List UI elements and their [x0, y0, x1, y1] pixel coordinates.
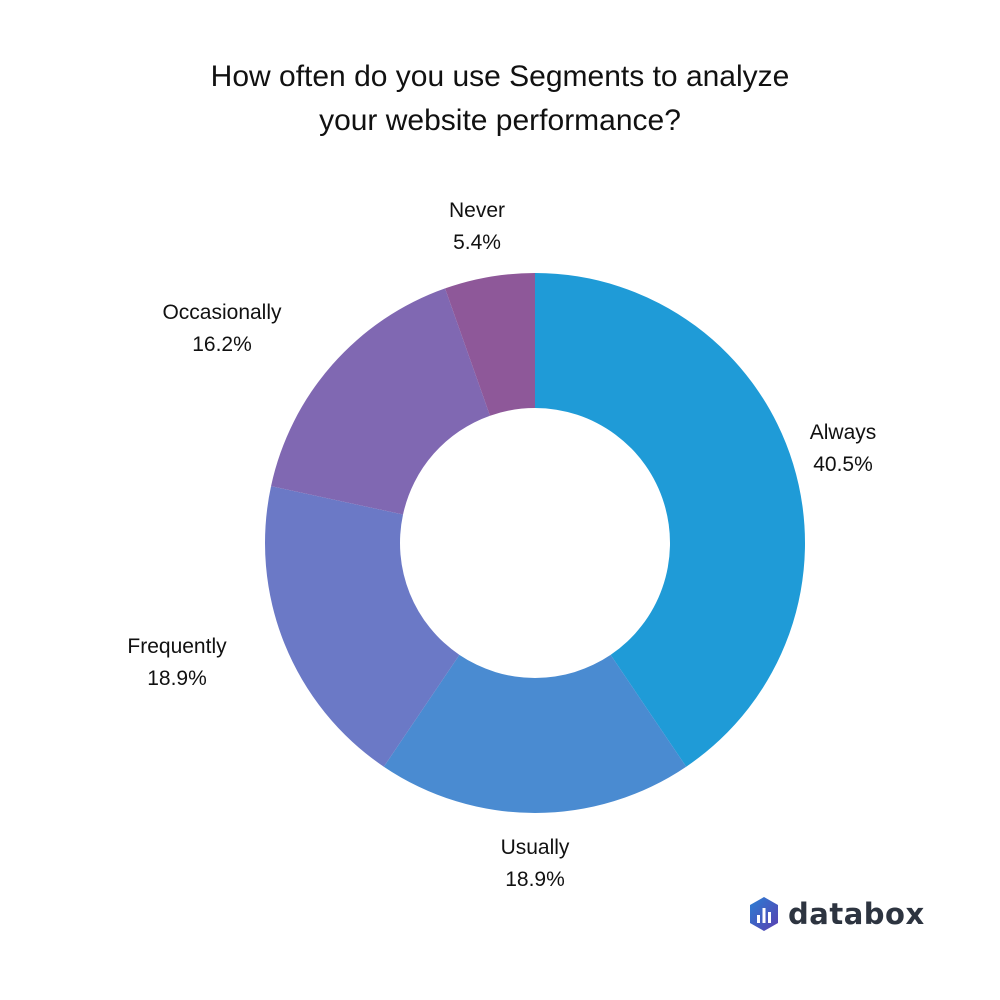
label-usually-name: Usually	[500, 836, 570, 859]
databox-logo-text: databox	[788, 897, 925, 931]
slice-frequently	[265, 486, 460, 767]
label-frequently-value: 18.9%	[147, 667, 207, 690]
chart-title-line-1: How often do you use Segments to analyze	[210, 60, 790, 93]
label-frequently: Frequently 18.9%	[127, 631, 226, 695]
label-occasionally: Occasionally 16.2%	[162, 297, 281, 361]
label-always: Always 40.5%	[810, 417, 877, 481]
chart-title: How often do you use Segments to analyze…	[0, 55, 1000, 143]
label-usually: Usually 18.9%	[501, 832, 570, 896]
label-never-value: 5.4%	[453, 231, 501, 254]
label-always-value: 40.5%	[813, 453, 873, 476]
label-usually-value: 18.9%	[505, 868, 565, 891]
slice-occasionally	[271, 288, 491, 515]
label-occasionally-name: Occasionally	[162, 301, 282, 324]
databox-logo: databox	[748, 896, 925, 932]
label-occasionally-value: 16.2%	[192, 333, 252, 356]
chart-title-line-2: your website performance?	[319, 104, 681, 137]
label-never: Never 5.4%	[449, 195, 505, 259]
slice-always	[535, 273, 806, 767]
slice-never	[445, 273, 535, 416]
label-never-name: Never	[448, 199, 506, 222]
label-frequently-name: Frequently	[127, 635, 227, 658]
label-always-name: Always	[809, 421, 877, 444]
databox-logo-icon	[750, 897, 778, 931]
slice-usually	[383, 654, 687, 814]
